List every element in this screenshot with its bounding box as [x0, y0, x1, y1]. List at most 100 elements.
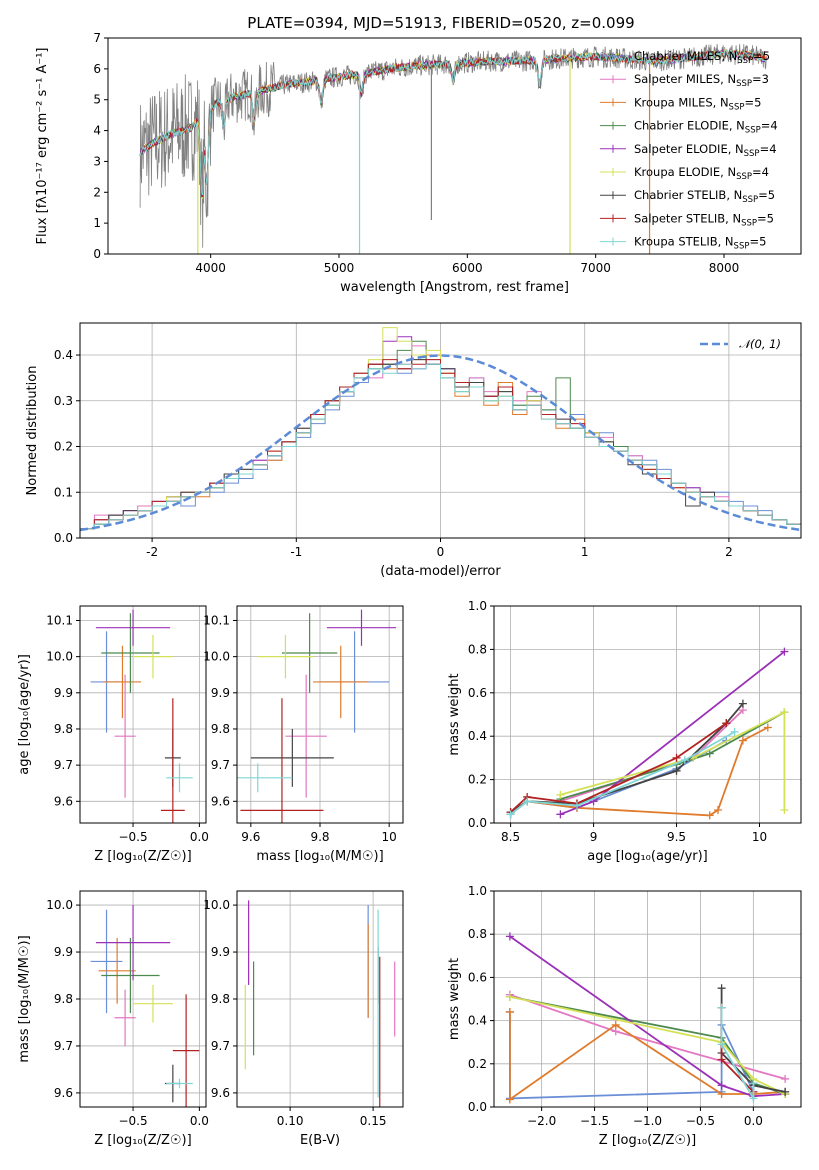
weight-marker-kroupa-stelib: [749, 1079, 758, 1088]
errorbar-kroupa-miles: [313, 645, 369, 719]
y-tick-label: 9.7: [211, 1039, 230, 1053]
y-tick-label: 9.6: [211, 794, 230, 808]
x-axis-label: Z [log₁₀(Z/Z☉)]: [599, 1133, 696, 1148]
errorbar-kroupa-elodie: [257, 634, 314, 679]
weight-marker-kroupa-miles: [505, 1007, 514, 1016]
x-axis-label: mass [log₁₀(M/M☉)]: [256, 849, 383, 864]
y-tick-label: 9.8: [54, 722, 73, 736]
plot-area: [244, 900, 396, 1107]
x-tick-label: −0.5: [686, 1114, 715, 1128]
y-axis-label: mass [log₁₀(M/M☉)]: [17, 935, 32, 1062]
age-vs-mass-panel: 9.6 9.8 10 9.6 9.7 9.8 9.9 10.0 10.1 mass [log₁₀(…: [203, 605, 404, 864]
x-tick-label: 2: [725, 545, 733, 559]
weight-marker-kroupa-stelib: [717, 1040, 726, 1049]
y-tick-label: 9.7: [54, 1039, 73, 1053]
weight-line-kroupa-stelib: [510, 731, 736, 816]
weight-marker-chabrier-elodie: [705, 749, 714, 758]
weight-line-kroupa-stelib: [720, 1007, 755, 1102]
errorbar-kroupa-miles: [98, 937, 136, 1004]
errorbar-kroupa-stelib: [166, 763, 193, 793]
x-axis-label: Z [log₁₀(Z/Z☉)]: [94, 1133, 191, 1148]
weight-marker-kroupa-miles: [611, 1020, 620, 1029]
spectrum-panel: 4000 5000 6000 7000 8000 0 1 2 3 4 5 6 7 wavelength […: [35, 31, 802, 295]
weight-marker-salpeter-elodie: [717, 1081, 726, 1090]
y-axis-label: Normed distribution: [25, 366, 40, 496]
errorbar-kroupa-elodie: [133, 634, 173, 679]
errorbar-chabrier-elodie: [281, 613, 338, 693]
figure-title: PLATE=0394, MJD=51913, FIBERID=0520, z=0…: [247, 14, 634, 32]
errorbar-kroupa-elodie: [133, 984, 173, 1023]
y-tick-label: 9.8: [211, 992, 230, 1006]
x-axis-label: E(B-V): [300, 1133, 340, 1148]
axes-frame: [79, 605, 207, 824]
errorbar-salpeter-stelib: [240, 698, 324, 823]
x-tick-label: −2.0: [527, 1114, 556, 1128]
x-tick-label: -1: [290, 545, 302, 559]
y-tick-label: 9.8: [54, 992, 73, 1006]
legend-label-kroupa-stelib: Kroupa STELIB, NSSP=5: [634, 235, 766, 252]
plot-area: [505, 932, 790, 1104]
errorbar-chabrier-elodie: [101, 613, 160, 693]
y-tick-label: 10.0: [46, 898, 73, 912]
x-tick-label: 0.15: [360, 1114, 387, 1128]
y-tick-label: 0.0: [54, 531, 73, 545]
x-axis-label: Z [log₁₀(Z/Z☉)]: [94, 849, 191, 864]
x-tick-label: 7000: [580, 261, 611, 275]
y-tick-label: 0.3: [54, 394, 73, 408]
weight-line-kroupa-elodie: [509, 995, 786, 1095]
legend-label-chabrier-miles: Chabrier MILES, NSSP=5: [634, 49, 770, 66]
x-tick-label: 9.5: [667, 830, 686, 844]
y-axis-label: Flux [fλ10⁻¹⁷ erg cm⁻² s⁻¹ A⁻¹]: [35, 48, 50, 245]
y-tick-label: 9.9: [211, 686, 230, 700]
errorbar-kroupa-miles: [103, 645, 142, 719]
y-tick-label: 5: [93, 93, 101, 107]
axes-frame: [107, 37, 802, 255]
errorbar-chabrier-stelib: [250, 728, 334, 787]
weight-marker-kroupa-stelib: [506, 810, 515, 819]
y-axis-label: mass weight: [447, 673, 462, 755]
x-tick-label: -2: [146, 545, 158, 559]
weight-marker-kroupa-elodie: [780, 805, 789, 814]
gaussian-curve: [80, 354, 801, 532]
y-tick-label: 0.4: [468, 729, 487, 743]
y-tick-label: 10.1: [203, 613, 230, 627]
weight-line-kroupa-elodie: [560, 710, 786, 810]
weight-marker-kroupa-miles: [714, 805, 723, 814]
weight-marker-salpeter-miles: [781, 1074, 790, 1083]
y-tick-label: 9.6: [211, 1086, 230, 1100]
y-tick-label: 3: [93, 154, 101, 168]
x-tick-label: 0.0: [190, 1114, 209, 1128]
y-tick-label: 9.6: [54, 794, 73, 808]
x-tick-label: 10: [752, 830, 767, 844]
y-tick-label: 1.0: [468, 599, 487, 613]
x-tick-label: 9.8: [310, 830, 329, 844]
weight-marker-kroupa-elodie: [780, 708, 789, 717]
y-tick-label: 9.7: [211, 758, 230, 772]
weight-marker-salpeter-elodie: [556, 810, 565, 819]
y-tick-label: 4: [93, 124, 101, 138]
y-tick-label: 0.2: [54, 440, 73, 454]
spectrum-legend: Chabrier MILES, NSSP=5 Salpeter MILES, NS…: [600, 49, 778, 252]
legend-label-kroupa-miles: Kroupa MILES, NSSP=5: [634, 95, 761, 112]
errorbar-salpeter-stelib: [172, 994, 200, 1107]
y-tick-label: 10.0: [203, 898, 230, 912]
mass-vs-z-panel: −0.5 0.0 9.6 9.7 9.8 9.9 10.0 Z [log₁₀(Z/Z☉)] ma…: [17, 890, 209, 1148]
plot-area: [90, 609, 193, 823]
y-tick-label: 0.2: [468, 1057, 487, 1071]
y-tick-label: 1: [93, 216, 101, 230]
y-tick-label: 0.0: [468, 1100, 487, 1114]
x-tick-label: 0: [437, 545, 445, 559]
x-tick-label: 0.10: [277, 1114, 304, 1128]
x-tick-label: 6000: [452, 261, 483, 275]
legend-label-kroupa-elodie: Kroupa ELODIE, NSSP=4: [634, 165, 769, 182]
weight-marker-salpeter-stelib: [717, 1055, 726, 1064]
y-tick-label: 1.0: [468, 884, 487, 898]
weight-marker-kroupa-stelib: [717, 1003, 726, 1012]
x-tick-label: 9: [590, 830, 598, 844]
x-tick-label: 5000: [324, 261, 355, 275]
plot-area: [80, 327, 801, 532]
y-tick-label: 10.0: [46, 650, 73, 664]
y-tick-label: 2: [93, 185, 101, 199]
errorbar-salpeter-elodie: [95, 609, 171, 646]
